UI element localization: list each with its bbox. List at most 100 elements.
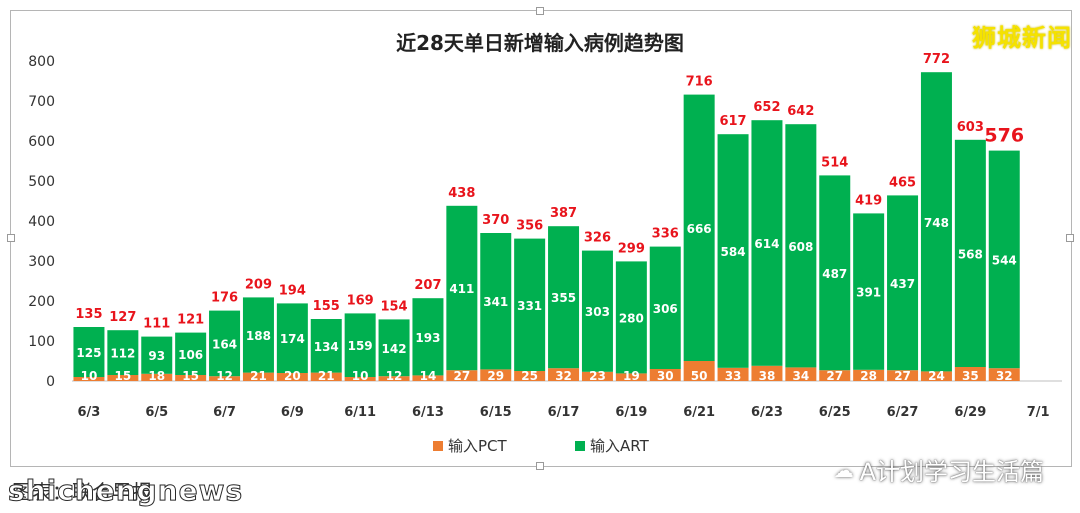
bar-art xyxy=(73,327,105,377)
bar-pct xyxy=(581,371,613,381)
x-tick-label: 6/3 xyxy=(78,405,101,420)
data-label-art: 134 xyxy=(314,340,339,354)
data-label-total: 111 xyxy=(143,317,170,332)
data-label-art: 280 xyxy=(619,311,644,325)
data-label-total: 652 xyxy=(753,100,780,115)
data-label-art: 303 xyxy=(585,305,610,319)
legend-label: 输入ART xyxy=(590,437,650,455)
data-label-total: 154 xyxy=(380,299,407,314)
bar-art xyxy=(683,94,715,361)
bar-art xyxy=(276,303,308,373)
bar-art xyxy=(480,233,512,370)
data-label-pct: 12 xyxy=(216,369,233,383)
data-label-total: 176 xyxy=(211,291,238,306)
bar-pct xyxy=(988,368,1020,381)
watermark-top: 狮城新闻 xyxy=(972,24,1072,52)
bar-art xyxy=(954,139,986,367)
resize-handle-right[interactable] xyxy=(1066,234,1074,242)
x-tick-label: 6/23 xyxy=(751,405,783,420)
bar-pct xyxy=(141,373,173,381)
data-label-art: 608 xyxy=(788,240,813,254)
bar-art xyxy=(615,261,647,374)
bar-pct xyxy=(310,372,342,381)
x-tick-label: 6/11 xyxy=(344,405,376,420)
bar-art xyxy=(378,319,410,377)
data-label-total: 716 xyxy=(686,75,713,90)
data-label-pct: 34 xyxy=(792,369,809,383)
bar-art xyxy=(853,213,885,370)
data-label-pct: 15 xyxy=(114,369,131,383)
data-label-pct: 14 xyxy=(420,369,437,383)
data-label-art: 125 xyxy=(76,346,101,360)
data-label-total: 576 xyxy=(984,125,1024,147)
x-tick-label: 6/21 xyxy=(683,405,715,420)
bar-pct xyxy=(344,377,376,381)
bars: 10 125 135 15 112 127 18 93 111 15 106 121 12 164 176 2… xyxy=(73,52,1024,383)
bar-pct xyxy=(514,371,546,381)
data-label-art: 331 xyxy=(517,299,542,313)
data-label-art: 306 xyxy=(653,302,678,316)
x-tick-label: 6/7 xyxy=(213,405,236,420)
bar-pct xyxy=(615,373,647,381)
bar-pct xyxy=(920,371,952,381)
x-tick-label: 6/27 xyxy=(887,405,919,420)
bar-art xyxy=(751,120,783,366)
bar-art xyxy=(209,310,241,377)
resize-handle-bottom[interactable] xyxy=(536,462,544,470)
resize-handle-top[interactable] xyxy=(536,7,544,15)
x-tick-label: 7/1 xyxy=(1027,405,1050,420)
y-tick-label: 800 xyxy=(28,54,55,70)
bar-pct xyxy=(412,375,444,381)
x-tick-label: 6/17 xyxy=(548,405,580,420)
data-label-pct: 33 xyxy=(725,369,742,383)
bar-art xyxy=(717,134,749,368)
bar-art xyxy=(649,246,681,369)
data-label-pct: 38 xyxy=(759,369,776,383)
bar-art xyxy=(141,336,173,374)
bar-pct xyxy=(276,373,308,381)
data-label-art: 666 xyxy=(687,222,712,236)
data-label-art: 341 xyxy=(483,295,508,309)
data-label-art: 355 xyxy=(551,291,576,305)
y-axis: 0 100 200 300 400 500 600 700 800 xyxy=(28,54,55,390)
data-label-art: 174 xyxy=(280,332,305,346)
data-label-pct: 27 xyxy=(826,369,843,383)
bar-art xyxy=(785,124,817,368)
data-label-pct: 24 xyxy=(928,369,945,383)
legend-label: 输入PCT xyxy=(448,437,508,455)
y-tick-label: 0 xyxy=(46,374,55,390)
watermark-bottom-right-text: A计划学习生活篇 xyxy=(859,458,1044,486)
legend: 输入PCT 输入ART xyxy=(433,437,650,455)
resize-handle-left[interactable] xyxy=(7,234,15,242)
bar-pct xyxy=(209,376,241,381)
bar-pct xyxy=(751,365,783,381)
data-label-total: 465 xyxy=(889,175,916,190)
y-tick-label: 100 xyxy=(28,334,55,350)
data-label-total: 121 xyxy=(177,313,204,328)
data-label-art: 544 xyxy=(992,253,1017,267)
data-label-total: 514 xyxy=(821,155,848,170)
bar-pct xyxy=(548,368,580,381)
bar-art xyxy=(344,313,376,377)
data-label-total: 209 xyxy=(245,277,272,292)
data-label-pct: 28 xyxy=(860,369,877,383)
data-label-art: 142 xyxy=(382,342,407,356)
data-label-pct: 29 xyxy=(487,369,504,383)
x-tick-label: 6/29 xyxy=(954,405,986,420)
data-label-pct: 12 xyxy=(386,369,403,383)
bar-pct xyxy=(819,370,851,381)
data-label-total: 194 xyxy=(279,283,306,298)
data-label-pct: 32 xyxy=(555,369,572,383)
bar-pct xyxy=(480,369,512,381)
bar-pct xyxy=(107,375,139,381)
x-tick-label: 6/5 xyxy=(145,405,168,420)
bar-pct xyxy=(954,367,986,381)
bar-pct xyxy=(378,376,410,381)
x-tick-label: 6/15 xyxy=(480,405,512,420)
data-label-pct: 20 xyxy=(284,369,301,383)
y-tick-label: 200 xyxy=(28,294,55,310)
data-label-pct: 30 xyxy=(657,369,674,383)
data-label-pct: 21 xyxy=(318,369,335,383)
data-label-pct: 27 xyxy=(453,369,470,383)
bar-art xyxy=(581,250,613,372)
